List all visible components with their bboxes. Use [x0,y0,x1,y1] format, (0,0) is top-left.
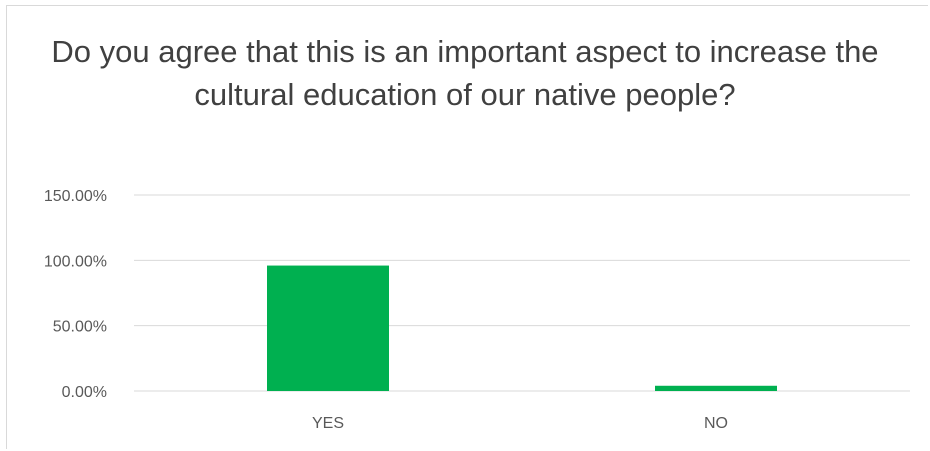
chart-area [6,5,928,449]
y-axis-ticks: 0.00% 50.00% 100.00% 150.00% [44,188,107,401]
bar-no [655,385,777,391]
y-tick-label: 0.00% [62,384,107,401]
x-tick-label: NO [704,415,728,432]
y-tick-label: 50.00% [53,319,107,336]
y-tick-label: 100.00% [44,253,107,270]
x-tick-label: YES [312,415,344,432]
bar-yes [267,265,389,391]
gridlines [134,194,910,392]
chart-title: Do you agree that this is an important a… [51,34,879,112]
bars [267,265,777,391]
y-tick-label: 150.00% [44,188,107,205]
x-axis-ticks: YES NO [312,415,728,432]
